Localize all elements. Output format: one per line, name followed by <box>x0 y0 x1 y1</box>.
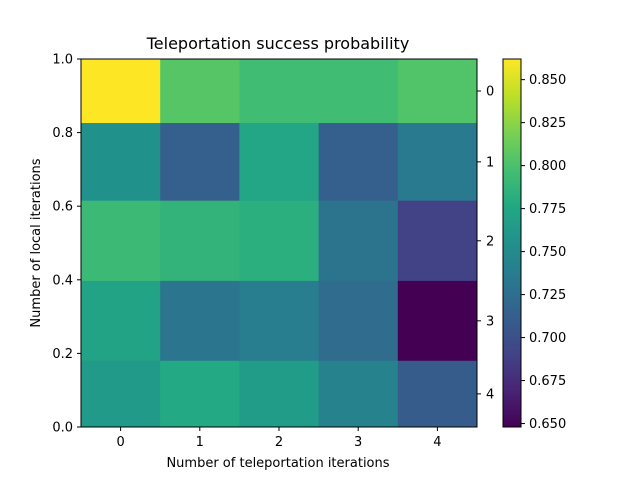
heatmap-cell-r3-c2 <box>239 280 319 362</box>
x-tick-label: 3 <box>354 435 362 450</box>
heatmap-cell-r0-c2 <box>239 59 319 124</box>
heatmap-cell-r3-c4 <box>397 280 478 362</box>
y-tick-label: 0.6 <box>52 200 73 215</box>
heatmap-cell-r1-c2 <box>239 123 319 202</box>
y-axis-label: Number of local iterations <box>29 158 44 327</box>
heatmap-cell-r4-c0 <box>81 360 161 428</box>
colorbar-ticks: 0.650 0.675 0.700 0.725 0.750 0.775 0.800 0.825… <box>521 73 566 432</box>
chart-title: Teleportation success probability <box>146 34 410 53</box>
colorbar-tick-label: 0.800 <box>529 159 566 174</box>
colorbar-tick-label: 0.850 <box>529 73 566 88</box>
colorbar-tick-label: 0.650 <box>529 417 566 432</box>
colorbar-tick-label: 0.775 <box>529 202 566 217</box>
x-tick-label: 2 <box>275 435 283 450</box>
x-tick-label: 4 <box>433 435 441 450</box>
heatmap-cell-r1-c4 <box>397 123 478 202</box>
y-tick-label: 0.4 <box>52 273 73 288</box>
heatmap-cell-r0-c3 <box>318 59 399 124</box>
heatmap-cell-r4-c3 <box>318 360 399 428</box>
right-tick-label: 1 <box>486 155 494 170</box>
heatmap-cell-r3-c1 <box>160 280 240 362</box>
heatmap-cell-r1-c1 <box>160 123 240 202</box>
right-tick-label: 0 <box>486 85 494 100</box>
heatmap-cell-r2-c3 <box>318 200 399 282</box>
heatmap-cell-r3-c0 <box>81 280 161 362</box>
colorbar-tick-label: 0.725 <box>529 288 566 303</box>
colorbar-frame <box>502 58 522 428</box>
heatmap-cells <box>81 59 478 428</box>
heatmap-cell-r0-c1 <box>160 59 240 124</box>
colorbar <box>503 59 521 427</box>
right-axis-ticks: 0 1 2 3 4 <box>477 85 494 402</box>
colorbar-tick-label: 0.750 <box>529 245 566 260</box>
y-tick-label: 0.8 <box>52 126 73 141</box>
x-tick-label: 0 <box>116 435 124 450</box>
heatmap-cell-r4-c1 <box>160 360 240 428</box>
colorbar-tick-label: 0.675 <box>529 374 566 389</box>
right-tick-label: 4 <box>486 387 494 402</box>
heatmap-cell-r4-c2 <box>239 360 319 428</box>
heatmap-cell-r2-c1 <box>160 200 240 282</box>
heatmap-cell-r2-c2 <box>239 200 319 282</box>
heatmap-cell-r1-c0 <box>81 123 161 202</box>
right-tick-label: 2 <box>486 234 494 249</box>
heatmap-cell-r0-c4 <box>397 59 478 124</box>
heatmap-cell-r3-c3 <box>318 280 399 362</box>
colorbar-tick-label: 0.700 <box>529 331 566 346</box>
heatmap-cell-r0-c0 <box>81 59 161 124</box>
y-axis-ticks: 0.0 0.2 0.4 0.6 0.8 1.0 <box>52 53 81 436</box>
heatmap-cell-r2-c0 <box>81 200 161 282</box>
y-tick-label: 0.2 <box>52 347 73 362</box>
x-axis-label: Number of teleportation iterations <box>166 456 389 471</box>
heatmap-cell-r2-c4 <box>397 200 478 282</box>
heatmap-cell-r1-c3 <box>318 123 399 202</box>
right-tick-label: 3 <box>486 314 494 329</box>
heatmap-cell-r4-c4 <box>397 360 478 428</box>
x-axis-ticks: 0 1 2 3 4 <box>116 427 442 450</box>
y-tick-label: 1.0 <box>52 53 73 68</box>
x-tick-label: 1 <box>196 435 204 450</box>
y-tick-label: 0.0 <box>52 421 73 436</box>
colorbar-tick-label: 0.825 <box>529 116 566 131</box>
